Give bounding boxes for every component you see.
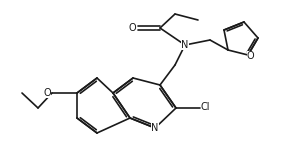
Text: O: O [129,23,136,33]
Text: O: O [247,51,254,61]
Text: Cl: Cl [201,102,210,112]
Text: N: N [151,123,159,133]
Text: N: N [181,40,189,50]
Text: O: O [43,88,51,98]
